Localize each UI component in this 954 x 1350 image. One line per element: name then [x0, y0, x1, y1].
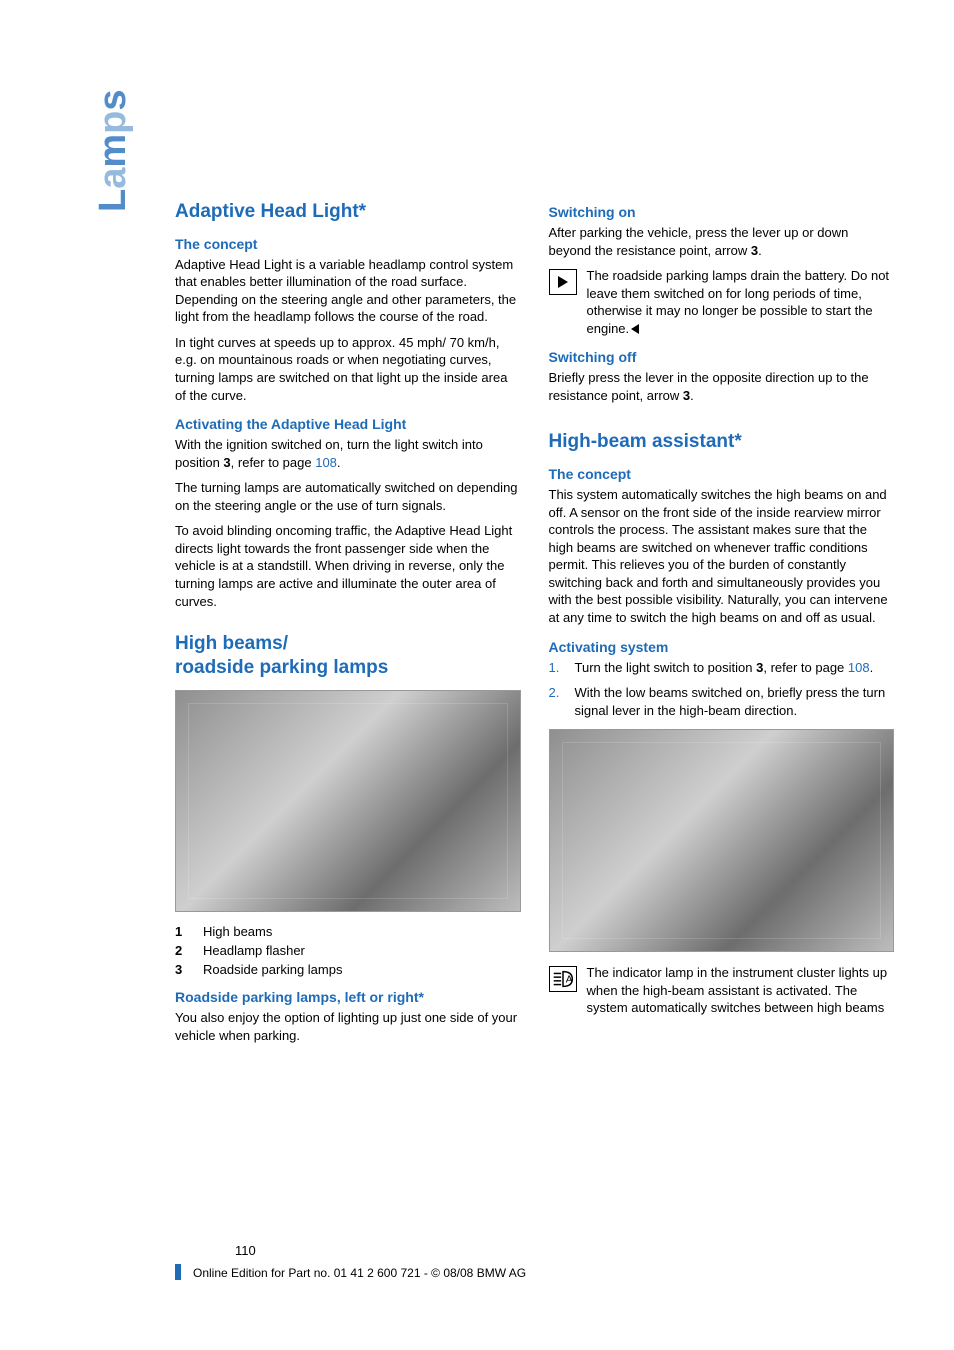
text-fragment: .	[758, 243, 762, 258]
body-text: In tight curves at speeds up to approx. …	[175, 334, 521, 404]
note-text: The roadside parking lamps drain the bat…	[587, 267, 895, 337]
subheading-activating-ahl: Activating the Adaptive Head Light	[175, 416, 521, 432]
subheading-switching-off: Switching off	[549, 349, 895, 365]
subheading-activating-system: Activating system	[549, 639, 895, 655]
legend-item: 3 Roadside parking lamps	[175, 962, 521, 977]
subheading-concept: The concept	[175, 236, 521, 252]
text-fragment: , refer to page	[763, 660, 848, 675]
heading-adaptive-head-light: Adaptive Head Light*	[175, 200, 521, 224]
legend-number: 3	[175, 962, 189, 977]
body-text: Briefly press the lever in the opposite …	[549, 369, 895, 404]
step-item: With the low beams switched on, briefly …	[549, 684, 895, 719]
svg-text:A: A	[565, 975, 572, 986]
body-text: After parking the vehicle, press the lev…	[549, 224, 895, 259]
legend-item: 1 High beams	[175, 924, 521, 939]
figure-lever-diagram	[175, 690, 521, 913]
subheading-switching-on: Switching on	[549, 204, 895, 220]
footer-text: Online Edition for Part no. 01 41 2 600 …	[193, 1264, 526, 1280]
body-text: The turning lamps are automatically swit…	[175, 479, 521, 514]
side-tab: Lamps	[92, 89, 135, 212]
figure-lever-diagram	[549, 729, 895, 952]
text-fragment: Turn the light switch to position	[575, 660, 757, 675]
subheading-roadside-parking: Roadside parking lamps, left or right*	[175, 989, 521, 1005]
body-text: To avoid blinding oncoming traffic, the …	[175, 522, 521, 610]
body-text: With the ignition switched on, turn the …	[175, 436, 521, 471]
body-text: You also enjoy the option of lighting up…	[175, 1009, 521, 1044]
legend-text: Roadside parking lamps	[203, 962, 342, 977]
page-ref-link[interactable]: 108	[848, 660, 870, 675]
text-fragment: , refer to page	[231, 455, 316, 470]
heading-high-beams: High beams/ roadside parking lamps	[175, 632, 521, 680]
text-fragment: .	[870, 660, 874, 675]
caution-note: The roadside parking lamps drain the bat…	[549, 267, 895, 337]
text-fragment: .	[690, 388, 694, 403]
page-number: 110	[235, 1243, 894, 1258]
body-text: This system automatically switches the h…	[549, 486, 895, 626]
page: Lamps Adaptive Head Light* The concept A…	[0, 0, 954, 1350]
text-fragment: Briefly press the lever in the opposite …	[549, 370, 869, 403]
position-ref: 3	[751, 243, 758, 258]
body-text: Adaptive Head Light is a variable headla…	[175, 256, 521, 326]
legend-item: 2 Headlamp flasher	[175, 943, 521, 958]
left-column: Adaptive Head Light* The concept Adaptiv…	[175, 200, 521, 1053]
legend-text: Headlamp flasher	[203, 943, 305, 958]
steps-list: Turn the light switch to position 3, ref…	[549, 659, 895, 720]
step-item: Turn the light switch to position 3, ref…	[549, 659, 895, 677]
content-columns: Adaptive Head Light* The concept Adaptiv…	[175, 200, 894, 1053]
legend-number: 1	[175, 924, 189, 939]
page-ref-link[interactable]: 108	[315, 455, 337, 470]
position-ref: 3	[223, 455, 230, 470]
right-column: Switching on After parking the vehicle, …	[549, 200, 895, 1053]
heading-high-beam-assistant: High-beam assistant*	[549, 430, 895, 454]
subheading-concept: The concept	[549, 466, 895, 482]
footer-accent-bar	[175, 1264, 181, 1280]
high-beam-assist-icon: A	[549, 966, 577, 992]
end-mark-icon	[631, 324, 639, 334]
legend-text: High beams	[203, 924, 272, 939]
legend-number: 2	[175, 943, 189, 958]
text-fragment: After parking the vehicle, press the lev…	[549, 225, 849, 258]
page-footer: 110 Online Edition for Part no. 01 41 2 …	[175, 1243, 894, 1280]
indicator-note: A The indicator lamp in the instrument c…	[549, 964, 895, 1017]
note-text: The indicator lamp in the instrument clu…	[587, 964, 895, 1017]
caution-icon	[549, 269, 577, 295]
